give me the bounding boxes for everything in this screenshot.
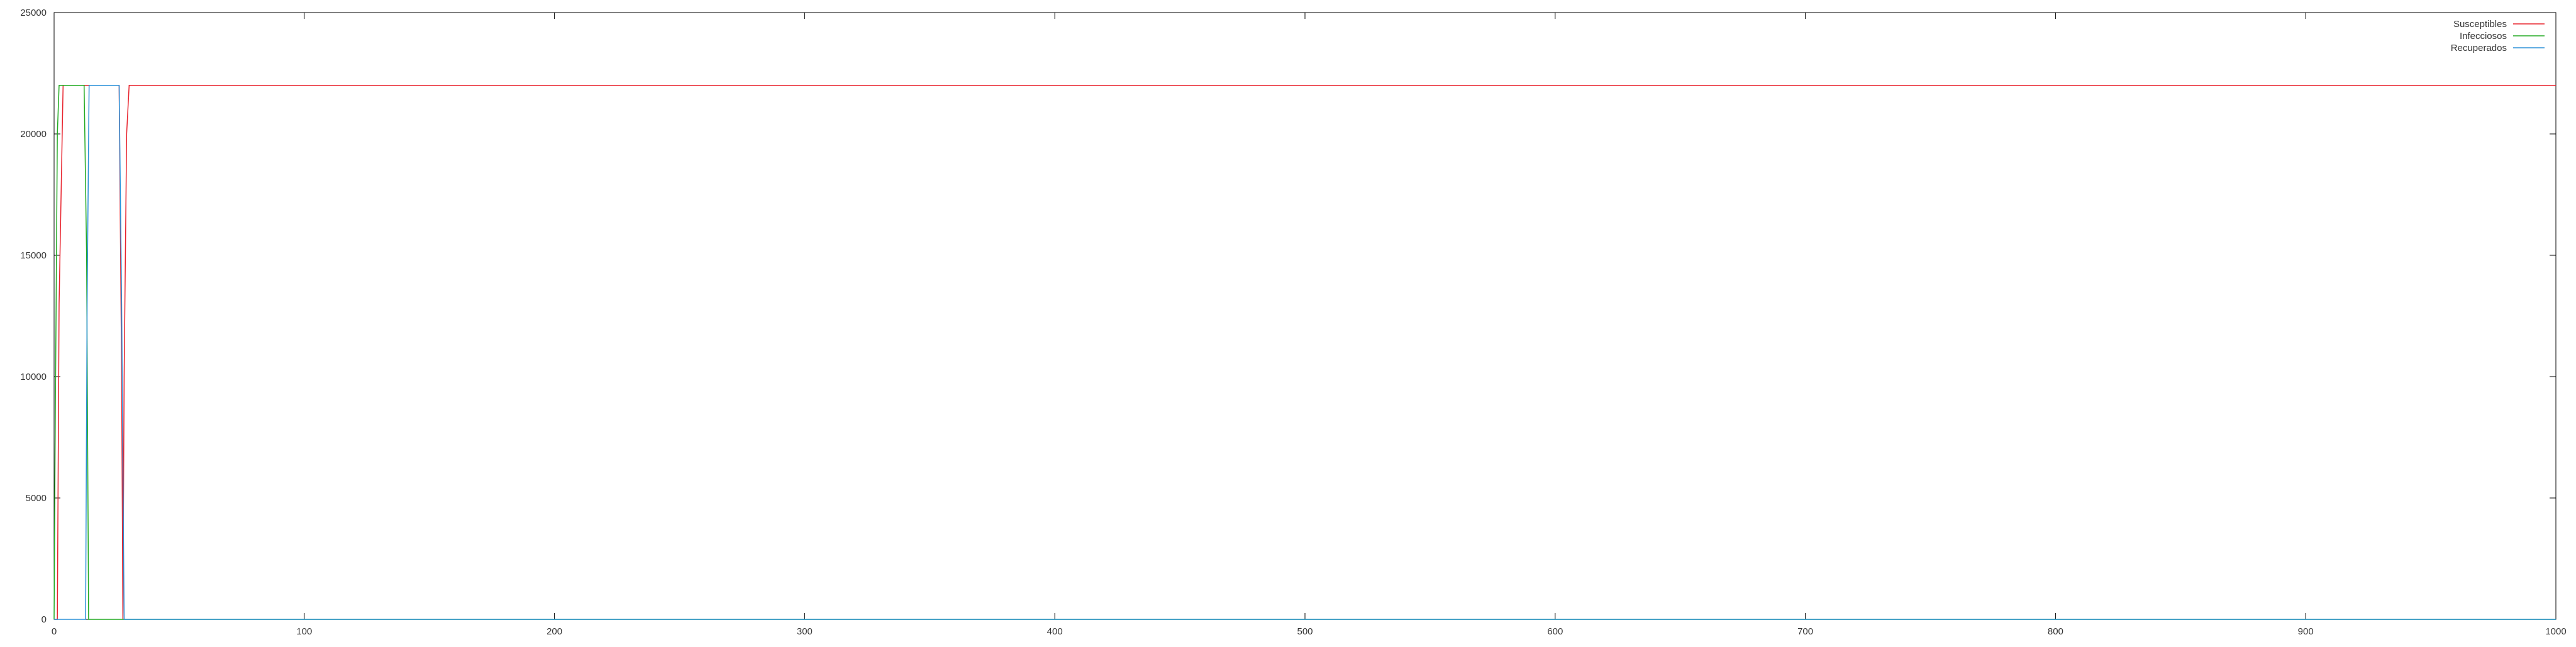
x-tick-label: 0 — [52, 626, 57, 637]
axes-layer: 0 100 200 300 400 500 600 700 800 900 100005000100… — [20, 8, 2566, 637]
y-tick-label: 0 — [42, 614, 47, 625]
legend-label-infecciosos: Infecciosos — [2460, 31, 2507, 41]
series-line-susceptibles — [54, 85, 2556, 620]
x-tick-label: 600 — [1547, 626, 1563, 637]
legend-label-recuperados: Recuperados — [2451, 43, 2507, 53]
y-tick-label: 20000 — [20, 129, 47, 140]
series-line-recuperados — [54, 85, 2556, 620]
x-tick-label: 200 — [547, 626, 562, 637]
y-tick-label: 15000 — [20, 250, 47, 261]
y-tick-label: 25000 — [20, 8, 47, 18]
x-tick-label: 900 — [2298, 626, 2314, 637]
x-tick-label: 100 — [296, 626, 312, 637]
legend-label-susceptibles: Susceptibles — [2453, 19, 2507, 30]
x-tick-label: 1000 — [2545, 626, 2566, 637]
x-tick-label: 400 — [1047, 626, 1063, 637]
x-tick-label: 300 — [797, 626, 813, 637]
x-tick-label: 800 — [2048, 626, 2063, 637]
series-line-infecciosos — [53, 85, 2556, 620]
x-tick-label: 500 — [1297, 626, 1313, 637]
series-layer — [53, 85, 2556, 620]
x-tick-label: 700 — [1797, 626, 1813, 637]
y-tick-label: 10000 — [20, 372, 47, 382]
plot-frame — [53, 12, 2557, 620]
y-tick-label: 5000 — [26, 493, 47, 504]
